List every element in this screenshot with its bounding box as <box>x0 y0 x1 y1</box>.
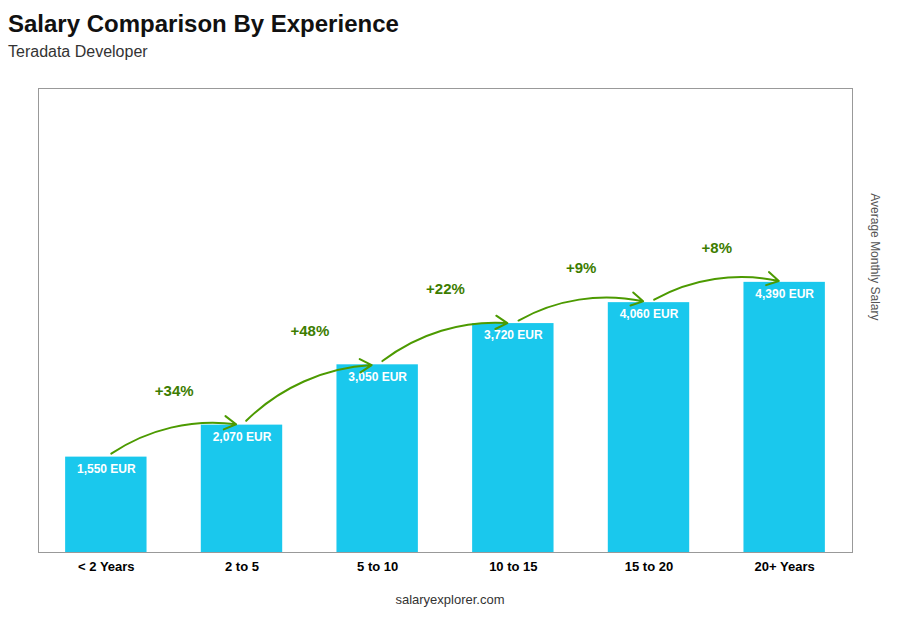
svg-text:1,550 EUR: 1,550 EUR <box>77 462 136 476</box>
svg-text:3,050 EUR: 3,050 EUR <box>348 370 407 384</box>
html-text:Teradata Developer: Teradata Developer <box>8 43 148 60</box>
svg-text:3,720 EUR: 3,720 EUR <box>484 328 543 342</box>
svg-text:+9%: +9% <box>566 259 596 276</box>
svg-text:10 to 15: 10 to 15 <box>489 559 537 574</box>
svg-text:2,070 EUR: 2,070 EUR <box>213 430 272 444</box>
svg-text:Average Monthly Salary: Average Monthly Salary <box>868 193 882 320</box>
svg-text:+48%: +48% <box>290 322 329 339</box>
svg-text:15 to 20: 15 to 20 <box>625 559 673 574</box>
svg-text:< 2 Years: < 2 Years <box>78 559 135 574</box>
svg-text:+34%: +34% <box>155 382 194 399</box>
html-text:salaryexplorer.com: salaryexplorer.com <box>395 592 505 607</box>
svg-text:4,390 EUR: 4,390 EUR <box>755 287 814 301</box>
svg-text:2 to 5: 2 to 5 <box>225 559 259 574</box>
svg-text:20+ Years: 20+ Years <box>755 559 815 574</box>
svg-text:+8%: +8% <box>702 239 732 256</box>
svg-text:4,060 EUR: 4,060 EUR <box>620 307 679 321</box>
html-text:Salary Comparison By Experienc: Salary Comparison By Experience <box>8 10 399 37</box>
svg-text:5 to 10: 5 to 10 <box>357 559 398 574</box>
svg-text:+22%: +22% <box>426 280 465 297</box>
